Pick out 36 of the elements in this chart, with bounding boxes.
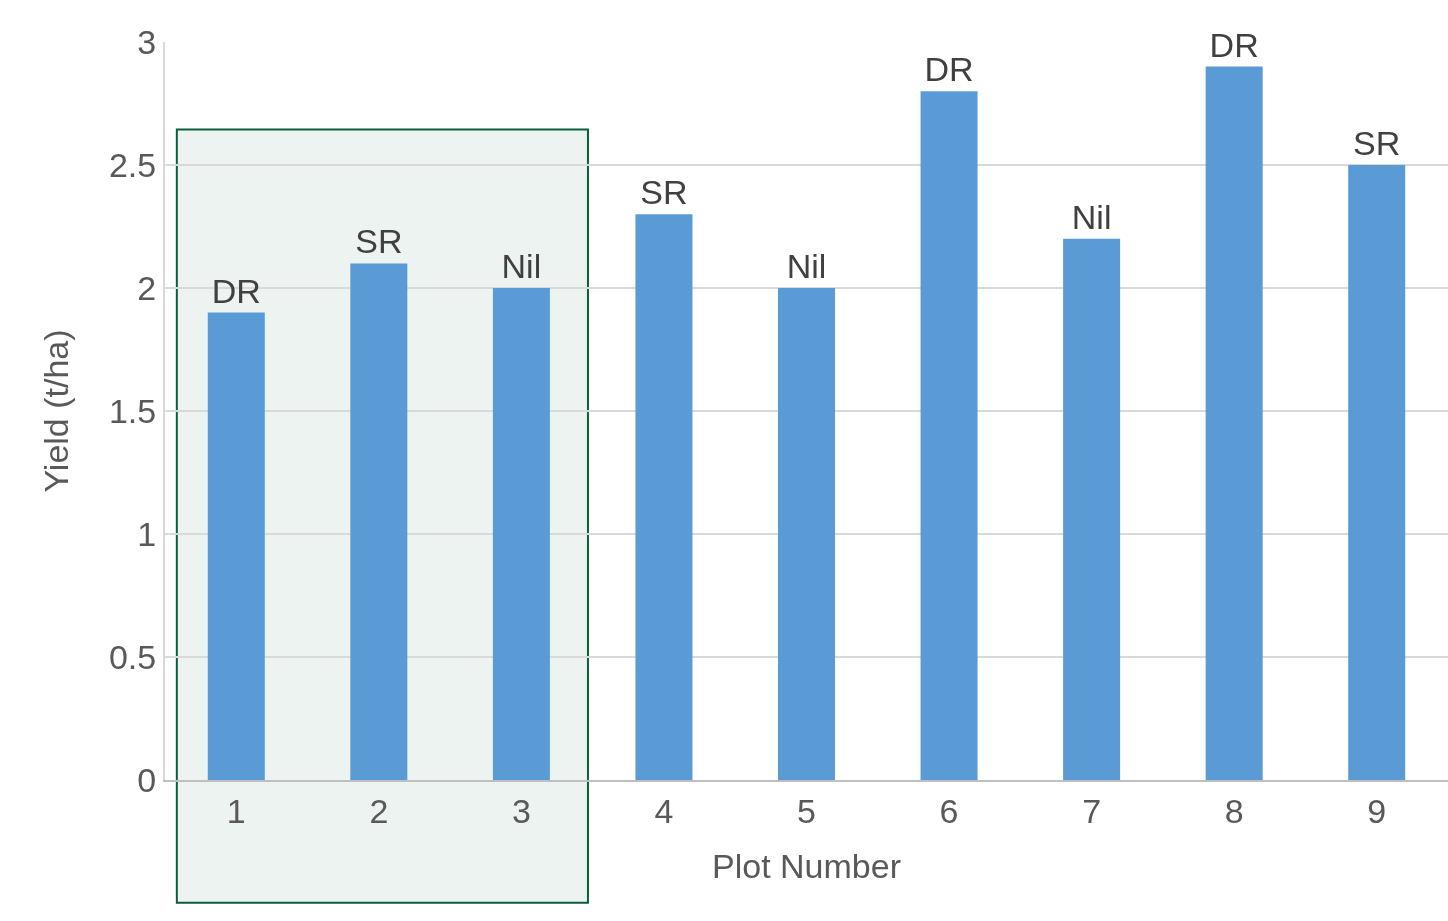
x-axis-title: Plot Number — [712, 846, 901, 885]
bar — [1348, 165, 1406, 780]
bar — [1205, 66, 1263, 780]
x-tick-label: 4 — [654, 791, 674, 830]
x-tick-label: 8 — [1224, 791, 1244, 830]
x-tick-label: 3 — [511, 791, 531, 830]
x-tick-label: 2 — [369, 791, 389, 830]
y-tick-label: 2.5 — [108, 145, 157, 184]
y-axis-title: Yield (t/ha) — [37, 329, 76, 493]
y-tick-label: 0.5 — [108, 637, 157, 676]
y-tick-label: 3 — [137, 22, 157, 61]
data-label: SR — [355, 222, 403, 261]
bar — [635, 214, 693, 780]
data-label: Nil — [501, 247, 542, 285]
x-tick-label: 6 — [939, 791, 959, 830]
x-tick-label: 7 — [1082, 791, 1102, 830]
y-tick-label: 1.5 — [108, 391, 157, 430]
x-tick-label: 9 — [1367, 791, 1387, 830]
bar — [492, 288, 550, 780]
data-label: Nil — [786, 247, 827, 285]
y-tick-label: 0 — [137, 760, 157, 799]
bar — [777, 288, 836, 780]
data-label: DR — [924, 50, 974, 89]
data-label: SR — [640, 173, 688, 212]
data-label: SR — [1353, 124, 1401, 162]
bar — [350, 263, 408, 780]
data-label: Nil — [1071, 197, 1112, 236]
bar — [207, 312, 265, 780]
y-tick-label: 2 — [137, 268, 157, 307]
data-label: DR — [1209, 25, 1259, 64]
x-tick-label: 5 — [797, 791, 816, 830]
y-tick-label: 1 — [137, 514, 157, 553]
data-label: DR — [211, 271, 261, 310]
bar — [920, 91, 978, 780]
bar — [1063, 238, 1121, 780]
x-tick-label: 1 — [226, 791, 246, 830]
